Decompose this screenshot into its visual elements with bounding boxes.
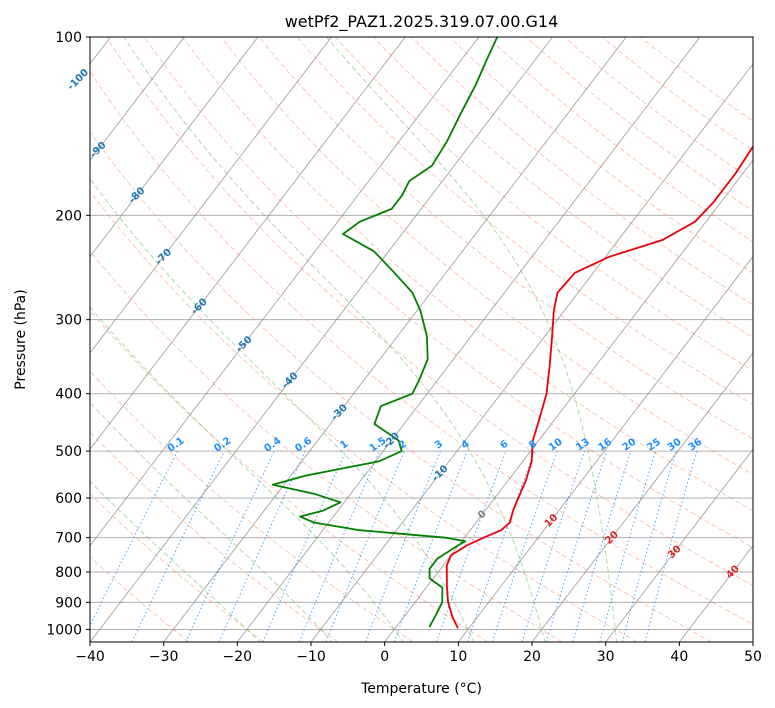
mixing-ratio-line: [262, 450, 347, 642]
isotherm-line: [531, 352, 753, 642]
dry-adiabat: [90, 370, 414, 642]
y-tick-label: 400: [55, 387, 82, 403]
dry-adiabat: [105, 37, 753, 587]
mixing-ratio-line: [572, 450, 632, 642]
mixing-ratio-line: [131, 450, 225, 642]
mixing-ratio-line: [298, 450, 380, 642]
chart-title: wetPf2_PAZ1.2025.319.07.00.G14: [285, 12, 559, 32]
mixing-ratio-line: [621, 450, 677, 642]
x-tick-label: −20: [223, 649, 253, 665]
x-tick-label: −30: [149, 649, 179, 665]
moist-adiabat: [90, 401, 333, 642]
mixing-ratio-line: [218, 450, 306, 642]
x-tick-label: −40: [75, 649, 105, 665]
isotherm-line: [458, 255, 753, 642]
isotherm-line: [90, 37, 553, 642]
isotherm-line: [310, 63, 753, 642]
dry-adiabat: [525, 37, 753, 212]
dewpoint-profile-line: [271, 37, 499, 628]
y-axis-label: Pressure (hPa): [13, 289, 29, 389]
dry-adiabat: [296, 37, 753, 406]
mixing-ratio-line: [467, 450, 535, 642]
dry-adiabat: [143, 37, 753, 549]
x-tick-label: 0: [380, 649, 389, 665]
y-tick-label: 200: [55, 208, 82, 224]
moist-adiabat: [326, 37, 618, 642]
dry-adiabat: [90, 250, 563, 642]
x-tick-label: 50: [744, 649, 762, 665]
dry-adiabat: [449, 37, 753, 274]
dry-adiabat: [258, 37, 753, 440]
moist-adiabat: [90, 178, 475, 642]
mixing-ratio-line: [644, 450, 698, 642]
plot-frame: [89, 36, 754, 643]
x-tick-label: 10: [449, 649, 467, 665]
x-tick-label: 20: [523, 649, 541, 665]
mixing-ratio-line: [521, 450, 585, 642]
y-tick-label: 1000: [46, 622, 82, 638]
x-tick-label: −10: [296, 649, 326, 665]
x-axis-label: Temperature (°C): [360, 681, 482, 697]
mixing-ratio-line: [491, 450, 558, 642]
mixing-ratio-line: [185, 450, 275, 642]
dry-adiabat: [220, 37, 753, 476]
isotherm-line: [90, 37, 259, 258]
isotherm-line: [237, 37, 701, 642]
x-tick-label: 30: [597, 649, 615, 665]
isotherm-line: [163, 37, 627, 642]
moist-adiabat: [90, 480, 261, 642]
mixing-ratio-line: [435, 450, 507, 642]
moist-adiabat: [123, 37, 546, 642]
dry-adiabat: [90, 190, 638, 642]
y-tick-label: 900: [55, 595, 82, 611]
mixing-ratio-line: [545, 450, 608, 642]
y-tick-label: 600: [55, 491, 82, 507]
y-tick-label: 700: [55, 531, 82, 547]
y-tick-label: 300: [55, 313, 82, 329]
isotherm-line: [90, 37, 332, 354]
y-tick-label: 800: [55, 565, 82, 581]
dry-adiabat: [90, 130, 712, 642]
y-tick-label: 100: [55, 30, 82, 46]
moist-adiabat: [90, 306, 404, 642]
dry-adiabat: [90, 70, 753, 625]
temperature-profile-line: [445, 144, 753, 629]
dry-adiabat: [182, 37, 753, 512]
x-tick-label: 40: [670, 649, 688, 665]
isotherm-line: [605, 448, 753, 642]
isotherm-line: [90, 37, 185, 161]
isotherm-line: [90, 37, 480, 547]
y-tick-label: 500: [55, 444, 82, 460]
isotherm-line: [90, 37, 406, 450]
dry-adiabat: [372, 37, 753, 339]
mixing-ratio-line: [599, 450, 657, 642]
dry-adiabat: [601, 37, 753, 152]
